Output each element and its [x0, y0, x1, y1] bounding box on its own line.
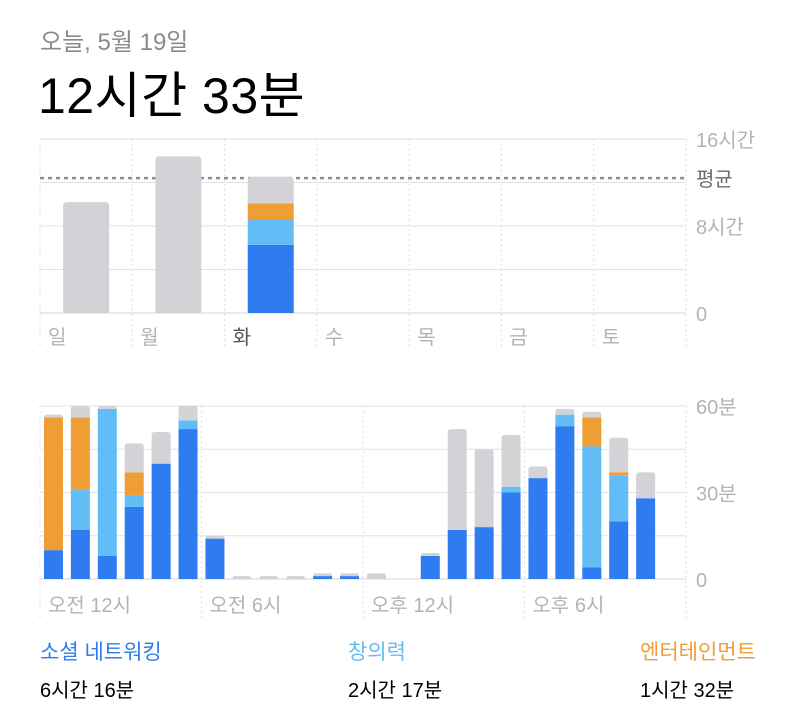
legend-entertainment[interactable]: 엔터테인먼트 1시간 32분 — [640, 636, 756, 703]
legend-social-name: 소셜 네트워킹 — [40, 641, 162, 664]
hour-bar-segment — [582, 417, 602, 447]
hour-bar-segment — [609, 437, 629, 473]
hour-bar-segment — [501, 434, 521, 487]
hour-bar-segment — [609, 521, 629, 579]
hour-bar-segment — [555, 426, 575, 579]
week-day-label: 일 — [48, 326, 66, 349]
hour-bar-segment — [124, 506, 144, 579]
hour-bar-segment — [43, 550, 63, 579]
week-day-label: 금 — [509, 327, 527, 349]
hour-bar-segment — [205, 538, 225, 579]
hour-bar-segment — [420, 553, 440, 556]
week-day-label: 토 — [602, 327, 620, 349]
legend-creativity-value: 2시간 17분 — [348, 680, 443, 702]
hour-x-tick-label: 오전 12시 — [48, 594, 131, 617]
hour-bar-segment — [555, 408, 575, 415]
hour-bar-segment — [636, 472, 656, 499]
hour-bar-segment — [205, 535, 225, 539]
hour-bar-segment — [582, 446, 602, 568]
hour-x-tick-label: 오후 12시 — [371, 594, 454, 617]
week-day-label: 월 — [140, 326, 158, 349]
hour-bar-segment — [313, 576, 333, 579]
hour-bar-segment — [501, 492, 521, 579]
date-label: 오늘, 5월 19일 — [40, 29, 189, 56]
hour-y-tick-label: 60분 — [696, 397, 737, 419]
hour-y-tick-label: 30분 — [696, 484, 737, 506]
hour-bar-segment — [609, 475, 629, 522]
hour-bar-segment — [178, 429, 198, 579]
hour-bar-segment — [70, 406, 90, 418]
hour-bar-segment — [124, 472, 144, 496]
hour-x-tick-label: 오후 6시 — [533, 594, 605, 617]
hour-bar-segment — [43, 417, 63, 551]
hour-bar-segment — [43, 414, 63, 418]
hour-bar-segment — [447, 529, 467, 579]
hour-bar-segment — [151, 463, 171, 579]
hour-bar-segment — [70, 417, 90, 490]
hour-x-tick-label: 오전 6시 — [210, 594, 282, 617]
week-bar-segment — [247, 220, 294, 245]
hour-bar-segment — [97, 555, 117, 579]
legend-social-value: 6시간 16분 — [40, 680, 135, 702]
legend-entertainment-value: 1시간 32분 — [640, 680, 735, 702]
hour-bar-segment — [366, 573, 386, 579]
week-bar-segment — [63, 202, 110, 313]
legend-creativity[interactable]: 창의력 2시간 17분 — [348, 636, 442, 703]
hour-y-tick-label: 0 — [696, 570, 707, 592]
week-bar-segment — [155, 156, 202, 313]
hour-bar-segment — [232, 576, 252, 579]
hour-bar-segment — [259, 576, 279, 579]
hour-bar-segment — [636, 498, 656, 579]
hour-bar-segment — [340, 576, 360, 579]
week-day-label: 목 — [417, 327, 435, 349]
hour-bar-segment — [286, 576, 306, 579]
week-bar-segment — [247, 203, 294, 221]
hour-bar-segment — [420, 555, 440, 579]
week-y-tick-label: 0 — [696, 304, 707, 326]
week-day-label: 수 — [325, 327, 343, 349]
hour-bar-segment — [528, 466, 548, 479]
legend-entertainment-name: 엔터테인먼트 — [640, 641, 756, 664]
hour-bar-segment — [528, 478, 548, 579]
week-day-label: 화 — [233, 326, 251, 349]
week-y-tick-label: 16시간 — [696, 129, 755, 152]
week-bar-segment — [247, 244, 294, 313]
total-screen-time: 12시간 33분 — [38, 68, 306, 124]
legend-social[interactable]: 소셜 네트워킹 6시간 16분 — [40, 636, 162, 703]
week-bar-segment — [247, 176, 294, 204]
hour-bar-segment — [151, 431, 171, 464]
hour-bar-segment — [501, 486, 521, 493]
hour-bar-segment — [124, 495, 144, 507]
hour-bar-segment — [582, 567, 602, 579]
hour-bar-segment — [178, 406, 198, 421]
hour-bar-segment — [340, 573, 360, 577]
hour-bar-segment — [70, 489, 90, 530]
hour-bar-segment — [124, 443, 144, 473]
hour-bar-segment — [474, 449, 494, 528]
hour-bar-segment — [70, 529, 90, 579]
hour-bar-segment — [609, 472, 629, 476]
legend-creativity-name: 창의력 — [348, 641, 406, 664]
hour-bar-segment — [474, 527, 494, 579]
week-y-tick-label: 8시간 — [696, 216, 744, 239]
hour-bar-segment — [97, 408, 117, 556]
hour-bar-segment — [555, 414, 575, 427]
hour-bar-segment — [447, 429, 467, 530]
hour-bar-segment — [97, 406, 117, 409]
week-average-label: 평균 — [696, 168, 733, 191]
hour-bar-segment — [313, 573, 333, 577]
hour-bar-segment — [178, 420, 198, 430]
hour-bar-segment — [582, 411, 602, 418]
